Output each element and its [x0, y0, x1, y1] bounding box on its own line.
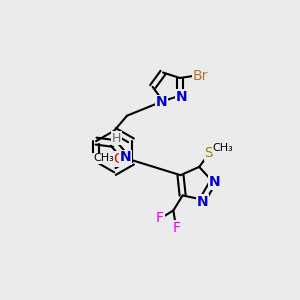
Text: CH₃: CH₃	[93, 153, 114, 164]
Text: N: N	[119, 150, 131, 164]
Text: N: N	[208, 175, 220, 189]
Text: S: S	[205, 146, 213, 160]
Text: CH₃: CH₃	[212, 143, 233, 153]
Text: N: N	[175, 90, 187, 104]
Text: F: F	[156, 211, 164, 225]
Text: H: H	[112, 132, 121, 145]
Text: N: N	[197, 194, 208, 208]
Text: N: N	[156, 95, 168, 109]
Text: Br: Br	[193, 69, 208, 83]
Text: O: O	[113, 152, 124, 166]
Text: F: F	[173, 220, 181, 235]
